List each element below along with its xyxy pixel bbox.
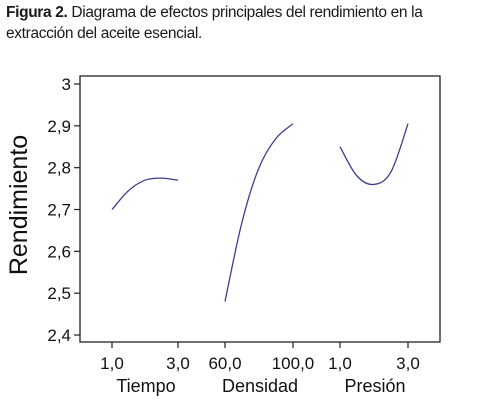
x-tick-label: 1,0: [100, 354, 124, 373]
figure-label: Figura 2.: [6, 4, 68, 21]
panel-densidad: 60,0 100,0 Densidad: [208, 123, 315, 396]
effect-line-presión: [339, 123, 409, 186]
effect-line-tiempo: [111, 177, 179, 210]
y-tick-label: 3: [62, 75, 71, 94]
x-tick-label: 1,0: [328, 354, 352, 373]
effect-line-densidad: [224, 123, 294, 302]
plot-frame: [79, 75, 441, 343]
factor-label: Densidad: [222, 376, 298, 396]
y-axis-ticks: 2,4 2,5 2,6 2,7 2,8 2,9 3: [47, 75, 80, 345]
panel-presión: 1,0 3,0 Presión: [328, 123, 420, 396]
y-tick-label: 2,9: [47, 117, 71, 136]
x-tick-label: 100,0: [272, 354, 315, 373]
factor-panels: 1,0 3,0 Tiempo 60,0 100,0 Densidad 1,0 3,0 Presi…: [100, 123, 420, 396]
y-tick-label: 2,4: [47, 326, 71, 345]
figure-caption: Figura 2. Diagrama de efectos principale…: [6, 2, 482, 44]
y-tick-label: 2,8: [47, 159, 71, 178]
panel-tiempo: 1,0 3,0 Tiempo: [100, 177, 190, 396]
x-tick-label: 3,0: [166, 354, 190, 373]
y-axis-label: Rendimiento: [5, 135, 33, 275]
x-tick-label: 60,0: [208, 354, 241, 373]
x-tick-label: 3,0: [396, 354, 420, 373]
y-tick-label: 2,7: [47, 201, 71, 220]
factor-label: Presión: [344, 376, 405, 396]
y-tick-label: 2,6: [47, 242, 71, 261]
figure-caption-text: Diagrama de efectos principales del rend…: [6, 4, 423, 42]
y-tick-label: 2,5: [47, 284, 71, 303]
factor-label: Tiempo: [116, 376, 175, 396]
